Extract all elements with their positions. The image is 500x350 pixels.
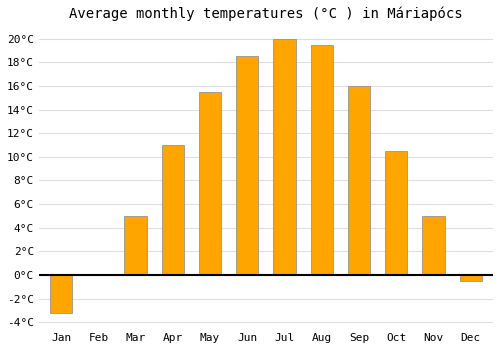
Bar — [460, 275, 482, 281]
Bar — [385, 151, 407, 275]
Bar — [124, 216, 147, 275]
Bar — [274, 38, 295, 275]
Bar — [348, 86, 370, 275]
Bar — [310, 44, 333, 275]
Bar — [236, 56, 258, 275]
Bar — [50, 275, 72, 313]
Bar — [199, 92, 222, 275]
Title: Average monthly temperatures (°C ) in Máriapócs: Average monthly temperatures (°C ) in Má… — [69, 7, 462, 21]
Bar — [162, 145, 184, 275]
Bar — [422, 216, 444, 275]
